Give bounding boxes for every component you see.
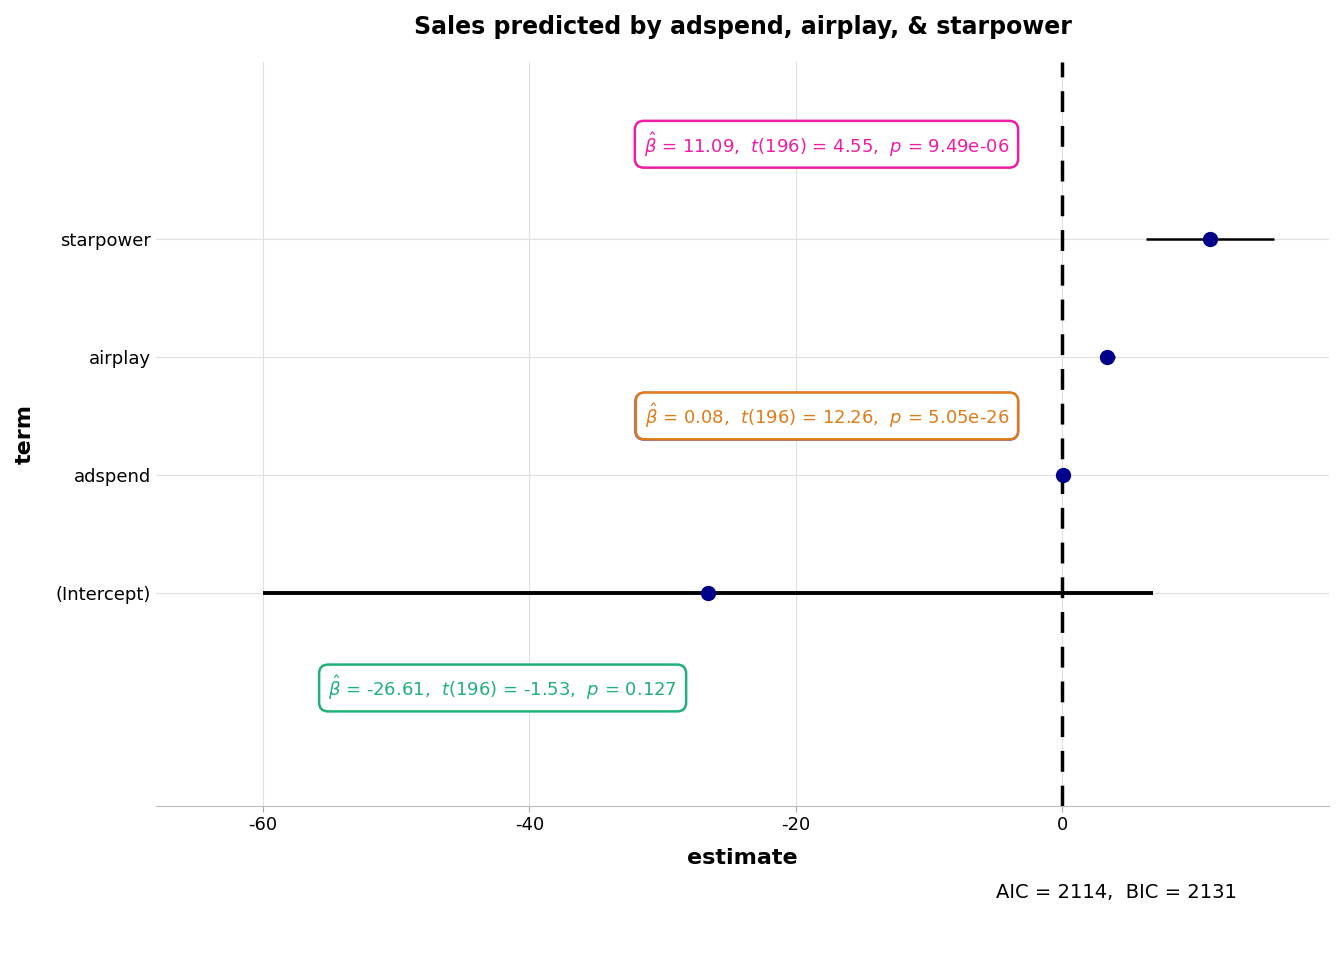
Text: $\hat{\beta}$ = 11.09,  $t$(196) = 4.55,  $p$ = 9.49e-06: $\hat{\beta}$ = 11.09, $t$(196) = 4.55, … (644, 130, 1009, 158)
Text: $\hat{\beta}$ = 0.08,  $t$(196) = 12.26,  $p$ = 5.05e-26: $\hat{\beta}$ = 0.08, $t$(196) = 12.26, … (645, 401, 1009, 430)
Point (1097, 349, 1118, 365)
Y-axis label: term: term (15, 404, 35, 464)
X-axis label: estimate: estimate (687, 849, 798, 868)
Text: AIC = 2114,  BIC = 2131: AIC = 2114, BIC = 2131 (996, 883, 1236, 902)
Point (1199, 231, 1220, 247)
Point (1052, 468, 1074, 483)
Text: $\hat{\beta}$ = -26.61,  $t$(196) = -1.53,  $p$ = 0.127: $\hat{\beta}$ = -26.61, $t$(196) = -1.53… (328, 674, 677, 703)
Point (698, 586, 719, 601)
Text: $\hat{\beta}$ = 3.37,  $t$(196) = 12.12,  $p$ = 1.33e-25: $\hat{\beta}$ = 3.37, $t$(196) = 12.12, … (644, 402, 1009, 431)
Title: Sales predicted by adspend, airplay, & starpower: Sales predicted by adspend, airplay, & s… (414, 15, 1071, 39)
